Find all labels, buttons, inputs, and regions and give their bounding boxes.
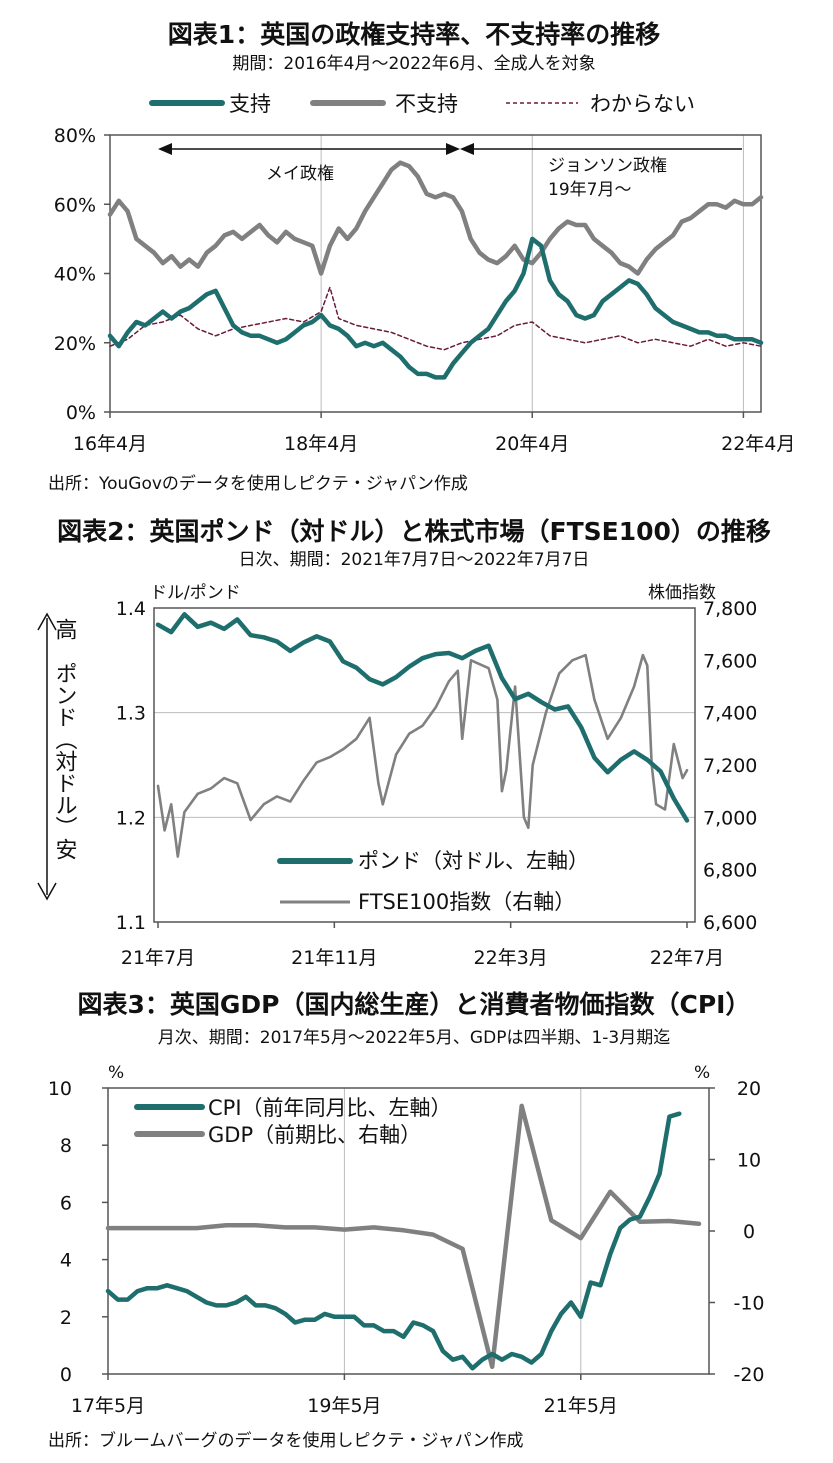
chart2-legend-label-gbp: ポンド（対ドル、左軸） (358, 849, 589, 873)
chart2-x-tick-label: 22年3月 (474, 947, 548, 969)
chart2-right-axis: 6,600 6,800 7,000 7,200 7,400 7,600 7,800 (703, 598, 757, 934)
chart1-x-tick-label: 16年4月 (73, 433, 147, 455)
chart1-x-tick-label: 20年4月 (495, 433, 569, 455)
series-line-1 (156, 653, 689, 858)
chart3-left-axis: 0 2 4 6 8 10 (48, 1078, 108, 1386)
chart1-x-tick-label: 18年4月 (284, 433, 358, 455)
chart2-series (155, 612, 690, 858)
chart1-legend: 支持 不支持 わからない (149, 92, 695, 116)
may-term-arrow-left-head (158, 143, 172, 155)
chart2-x-tick-label: 21年11月 (291, 947, 377, 969)
series-line-1 (105, 1103, 702, 1370)
chart1-source: 出所：YouGovのデータを使用しピクテ・ジャパン作成 (48, 473, 468, 494)
chart2-legend-label-ftse: FTSE100指数（右軸） (358, 890, 575, 914)
chart1: 図表1：英国の政権支持率、不支持率の推移 期間：2016年4月～2022年6月、… (48, 20, 795, 494)
chart2-left-tick-label: 1.3 (116, 703, 146, 725)
chart1-series (107, 160, 764, 380)
chart1-y-axis: 0% 20% 40% 60% 80% (54, 125, 110, 424)
chart1-legend-label-support: 支持 (229, 92, 271, 116)
chart1-plot-frame (109, 134, 762, 413)
series-line-0 (107, 236, 764, 380)
chart2-right-tick-label: 7,600 (703, 650, 757, 672)
chart2-right-tick-label: 6,800 (703, 860, 757, 882)
chart3-subtitle: 月次、期間：2017年5月～2022年5月、GDPは四半期、1-3月期迄 (158, 1028, 670, 1048)
chart3-left-tick-label: 4 (60, 1250, 72, 1272)
chart2-right-axis-title: 株価指数 (648, 583, 716, 603)
series-line-0 (105, 1111, 682, 1371)
chart3: 図表3：英国GDP（国内総生産）と消費者物価指数（CPI） 月次、期間：2017… (48, 990, 765, 1451)
chart2-left-tick-label: 1.4 (116, 598, 146, 620)
chart3-right-tick-label: 0 (743, 1221, 755, 1243)
chart3-right-tick-label: -20 (733, 1364, 764, 1386)
johnson-term-arrow-left-head (460, 143, 474, 155)
johnson-term-label-line1: ジョンソン政権 (548, 156, 667, 176)
chart3-right-tick-label: -10 (733, 1293, 764, 1315)
chart1-legend-label-oppose: 不支持 (395, 92, 458, 116)
chart1-legend-label-dontknow: わからない (590, 92, 695, 116)
chart3-x-axis: 17年5月 19年5月 21年5月 (71, 1374, 618, 1417)
chart3-source: 出所：ブルームバーグのデータを使用しピクテ・ジャパン作成 (48, 1430, 524, 1451)
chart2-right-tick-label: 7,400 (703, 703, 757, 725)
chart3-right-tick-label: 20 (737, 1078, 761, 1100)
chart3-title: 図表3：英国GDP（国内総生産）と消費者物価指数（CPI） (78, 990, 751, 1019)
chart2-side-note: 高 ポンド（対ドル）安 (52, 618, 78, 860)
chart2-x-tick-label: 22年7月 (650, 947, 724, 969)
chart2: 図表2：英国ポンド（対ドル）と株式市場（FTSE100）の推移 日次、期間：20… (37, 517, 771, 969)
chart2-right-tick-label: 7,000 (703, 807, 757, 829)
chart3-x-tick-label: 21年5月 (544, 1395, 618, 1417)
chart2-title: 図表2：英国ポンド（対ドル）と株式市場（FTSE100）の推移 (57, 517, 771, 546)
chart2-right-tick-label: 7,800 (703, 598, 757, 620)
chart2-legend-box (268, 842, 626, 920)
chart2-left-tick-label: 1.1 (116, 912, 146, 934)
chart2-left-axis: 1.1 1.2 1.3 1.4 (116, 598, 146, 934)
chart2-gridlines (154, 712, 695, 818)
chart3-left-tick-label: 2 (60, 1307, 72, 1329)
chart1-subtitle: 期間：2016年4月～2022年6月、全成人を対象 (232, 54, 595, 74)
chart3-left-unit: % (108, 1063, 124, 1083)
chart2-x-tick-label: 21年7月 (121, 947, 195, 969)
chart1-x-tick-label: 22年4月 (721, 433, 795, 455)
chart3-left-tick-label: 8 (60, 1135, 72, 1157)
chart3-left-tick-label: 0 (60, 1364, 72, 1386)
chart3-left-tick-label: 10 (48, 1078, 72, 1100)
chart1-term-arrows: メイ政権 ジョンソン政権 19年7月～ (158, 143, 742, 200)
johnson-term-label-line2: 19年7月～ (548, 180, 631, 200)
chart1-y-tick-label: 0% (66, 402, 96, 424)
chart2-side-arrow: 高 ポンド（対ドル）安 (37, 612, 78, 901)
may-term-label: メイ政権 (266, 164, 334, 184)
chart3-right-tick-label: 10 (737, 1150, 761, 1172)
series-line-0 (155, 612, 690, 823)
chart2-subtitle: 日次、期間：2021年7月7日～2022年7月7日 (239, 550, 590, 570)
side-arrow-bottom-head (37, 882, 57, 901)
chart2-x-axis: 21年7月 21年11月 22年3月 22年7月 (121, 922, 724, 969)
chart1-y-tick-label: 80% (54, 125, 96, 147)
chart3-legend-label-cpi: CPI（前年同月比、左軸） (208, 1096, 452, 1120)
chart1-x-axis: 16年4月 18年4月 20年4月 22年4月 (73, 412, 795, 455)
chart2-legend: ポンド（対ドル、左軸） FTSE100指数（右軸） (268, 842, 626, 920)
chart3-x-tick-label: 17年5月 (71, 1395, 145, 1417)
chart2-left-tick-label: 1.2 (116, 807, 146, 829)
chart1-title: 図表1：英国の政権支持率、不支持率の推移 (168, 20, 660, 49)
chart1-y-tick-label: 60% (54, 194, 96, 216)
chart2-left-axis-title: ドル/ポンド (150, 583, 241, 603)
chart1-gridlines (109, 135, 744, 412)
series-line-2 (109, 286, 762, 351)
chart2-right-tick-label: 6,600 (703, 912, 757, 934)
chart3-legend-label-gdp: GDP（前期比、右軸） (208, 1123, 421, 1147)
chart3-series (105, 1103, 702, 1371)
chart3-right-unit: % (694, 1063, 710, 1083)
side-arrow-top-head (37, 612, 57, 631)
chart2-right-tick-label: 7,200 (703, 755, 757, 777)
chart3-x-tick-label: 19年5月 (307, 1395, 381, 1417)
chart3-left-tick-label: 6 (60, 1192, 72, 1214)
series-line-1 (107, 160, 764, 276)
chart3-legend: CPI（前年同月比、左軸） GDP（前期比、右軸） (134, 1096, 452, 1147)
chart3-right-axis: -20 -10 0 10 20 (709, 1078, 765, 1386)
chart1-y-tick-label: 20% (54, 333, 96, 355)
may-term-arrow-right-head (446, 143, 460, 155)
chart2-plot-frame (153, 607, 696, 923)
chart1-y-tick-label: 40% (54, 264, 96, 286)
